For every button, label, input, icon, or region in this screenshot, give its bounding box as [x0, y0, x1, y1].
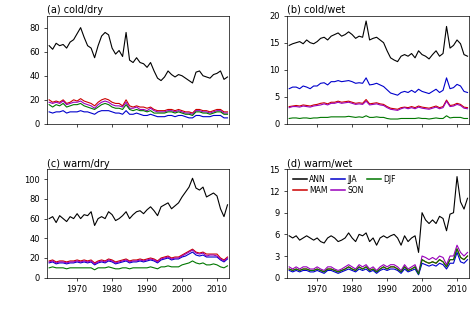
Text: (d) warm/wet: (d) warm/wet [287, 158, 353, 168]
Text: (a) cold/dry: (a) cold/dry [47, 5, 103, 15]
Legend: ANN, MAM, JJA, SON, DJF: ANN, MAM, JJA, SON, DJF [291, 173, 397, 197]
Text: (c) warm/dry: (c) warm/dry [47, 158, 110, 168]
Text: (b) cold/wet: (b) cold/wet [287, 5, 346, 15]
